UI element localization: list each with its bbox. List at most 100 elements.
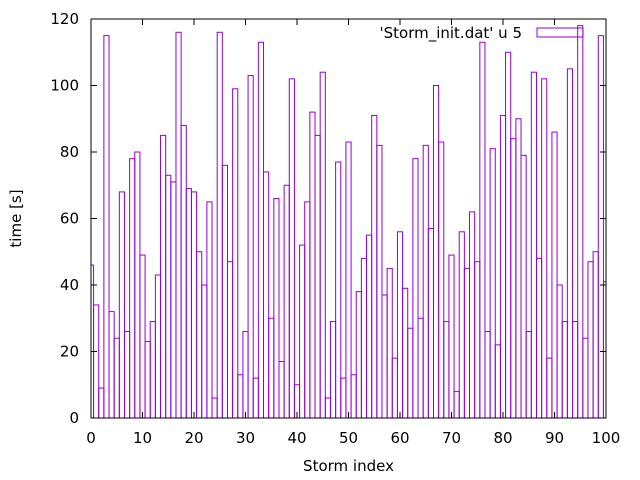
y-axis-ticks: 0 20 40 60 80 100 120: [50, 10, 606, 427]
bar: [180, 124, 187, 419]
bar: [226, 261, 234, 419]
bar: [113, 337, 120, 419]
bar: [288, 78, 295, 419]
bar: [345, 141, 352, 419]
bar: [309, 111, 316, 419]
bar: [402, 287, 409, 419]
x-tick-label: 100: [592, 429, 621, 447]
bar: [221, 164, 228, 419]
bar: [479, 41, 486, 419]
bar: [108, 311, 115, 419]
bar: [505, 51, 512, 419]
y-tick-label: 20: [60, 343, 79, 361]
bar: [551, 131, 558, 419]
bar: [149, 321, 156, 419]
bar: [474, 261, 481, 419]
bar: [458, 231, 465, 419]
bar: [499, 114, 507, 419]
bar: [443, 321, 450, 419]
bar: [427, 227, 434, 419]
histogram-bars: [90, 25, 607, 419]
bar: [520, 154, 527, 419]
bar: [237, 374, 244, 419]
bar: [407, 327, 414, 419]
bar: [577, 25, 584, 419]
legend: 'Storm_init.dat' u 5: [379, 24, 584, 43]
bar: [211, 397, 218, 419]
bar: [371, 114, 378, 419]
bar: [206, 201, 213, 419]
bar: [139, 254, 146, 419]
bar: [525, 331, 532, 419]
y-tick-label: 0: [69, 409, 79, 427]
x-tick-label: 10: [133, 429, 152, 447]
x-tick-label: 70: [442, 429, 461, 447]
bar: [376, 144, 383, 419]
bar: [232, 88, 239, 419]
bar: [268, 317, 275, 419]
bar: [432, 85, 440, 419]
bar: [103, 35, 110, 419]
bar: [93, 304, 100, 419]
bar: [134, 151, 141, 419]
x-tick-label: 30: [236, 429, 255, 447]
legend-label: 'Storm_init.dat' u 5: [379, 24, 522, 43]
bar: [469, 211, 476, 419]
bar: [355, 291, 362, 419]
bar: [597, 35, 604, 419]
bar: [587, 261, 594, 419]
bar: [489, 148, 496, 419]
y-tick-label: 120: [50, 10, 79, 28]
x-tick-label: 50: [339, 429, 358, 447]
x-tick-label: 80: [493, 429, 512, 447]
y-axis-label: time [s]: [7, 189, 25, 247]
bar: [386, 267, 393, 419]
x-tick-label: 60: [390, 429, 409, 447]
bar: [247, 75, 254, 419]
bar: [484, 331, 491, 419]
bar: [592, 251, 599, 419]
bar: [541, 78, 548, 419]
x-tick-label: 40: [287, 429, 306, 447]
y-tick-label: 40: [60, 276, 79, 294]
bar: [278, 360, 285, 419]
bar: [494, 344, 501, 419]
bar: [283, 184, 290, 419]
bar: [366, 234, 373, 419]
y-tick-label: 80: [60, 143, 79, 161]
bar: [273, 198, 280, 419]
x-axis-label: Storm index: [303, 457, 394, 475]
plot-frame: [90, 18, 607, 419]
bar: [422, 144, 429, 419]
bar: [396, 231, 404, 419]
bar: [319, 71, 326, 419]
bar: [463, 267, 471, 419]
bar: [252, 377, 259, 419]
bar: [129, 158, 136, 419]
bar: [453, 390, 460, 419]
x-tick-label: 90: [545, 429, 564, 447]
bar: [216, 31, 223, 419]
bar: [360, 257, 368, 419]
bar: [572, 321, 579, 419]
bar: [263, 171, 270, 419]
bar: [185, 188, 192, 419]
bar: [340, 377, 347, 419]
bar: [515, 118, 522, 419]
bar: [329, 321, 337, 419]
bar: [314, 134, 321, 419]
bar: [304, 201, 311, 419]
x-tick-label: 0: [86, 429, 96, 447]
bar: [190, 191, 198, 419]
bar: [299, 244, 306, 419]
bar: [438, 141, 445, 419]
bar: [170, 181, 177, 419]
bar: [118, 191, 125, 419]
bar: [391, 357, 398, 419]
bar: [530, 71, 537, 419]
bar: [556, 284, 563, 419]
bar: [566, 68, 574, 419]
bar: [412, 158, 419, 419]
y-tick-label: 60: [60, 210, 79, 228]
